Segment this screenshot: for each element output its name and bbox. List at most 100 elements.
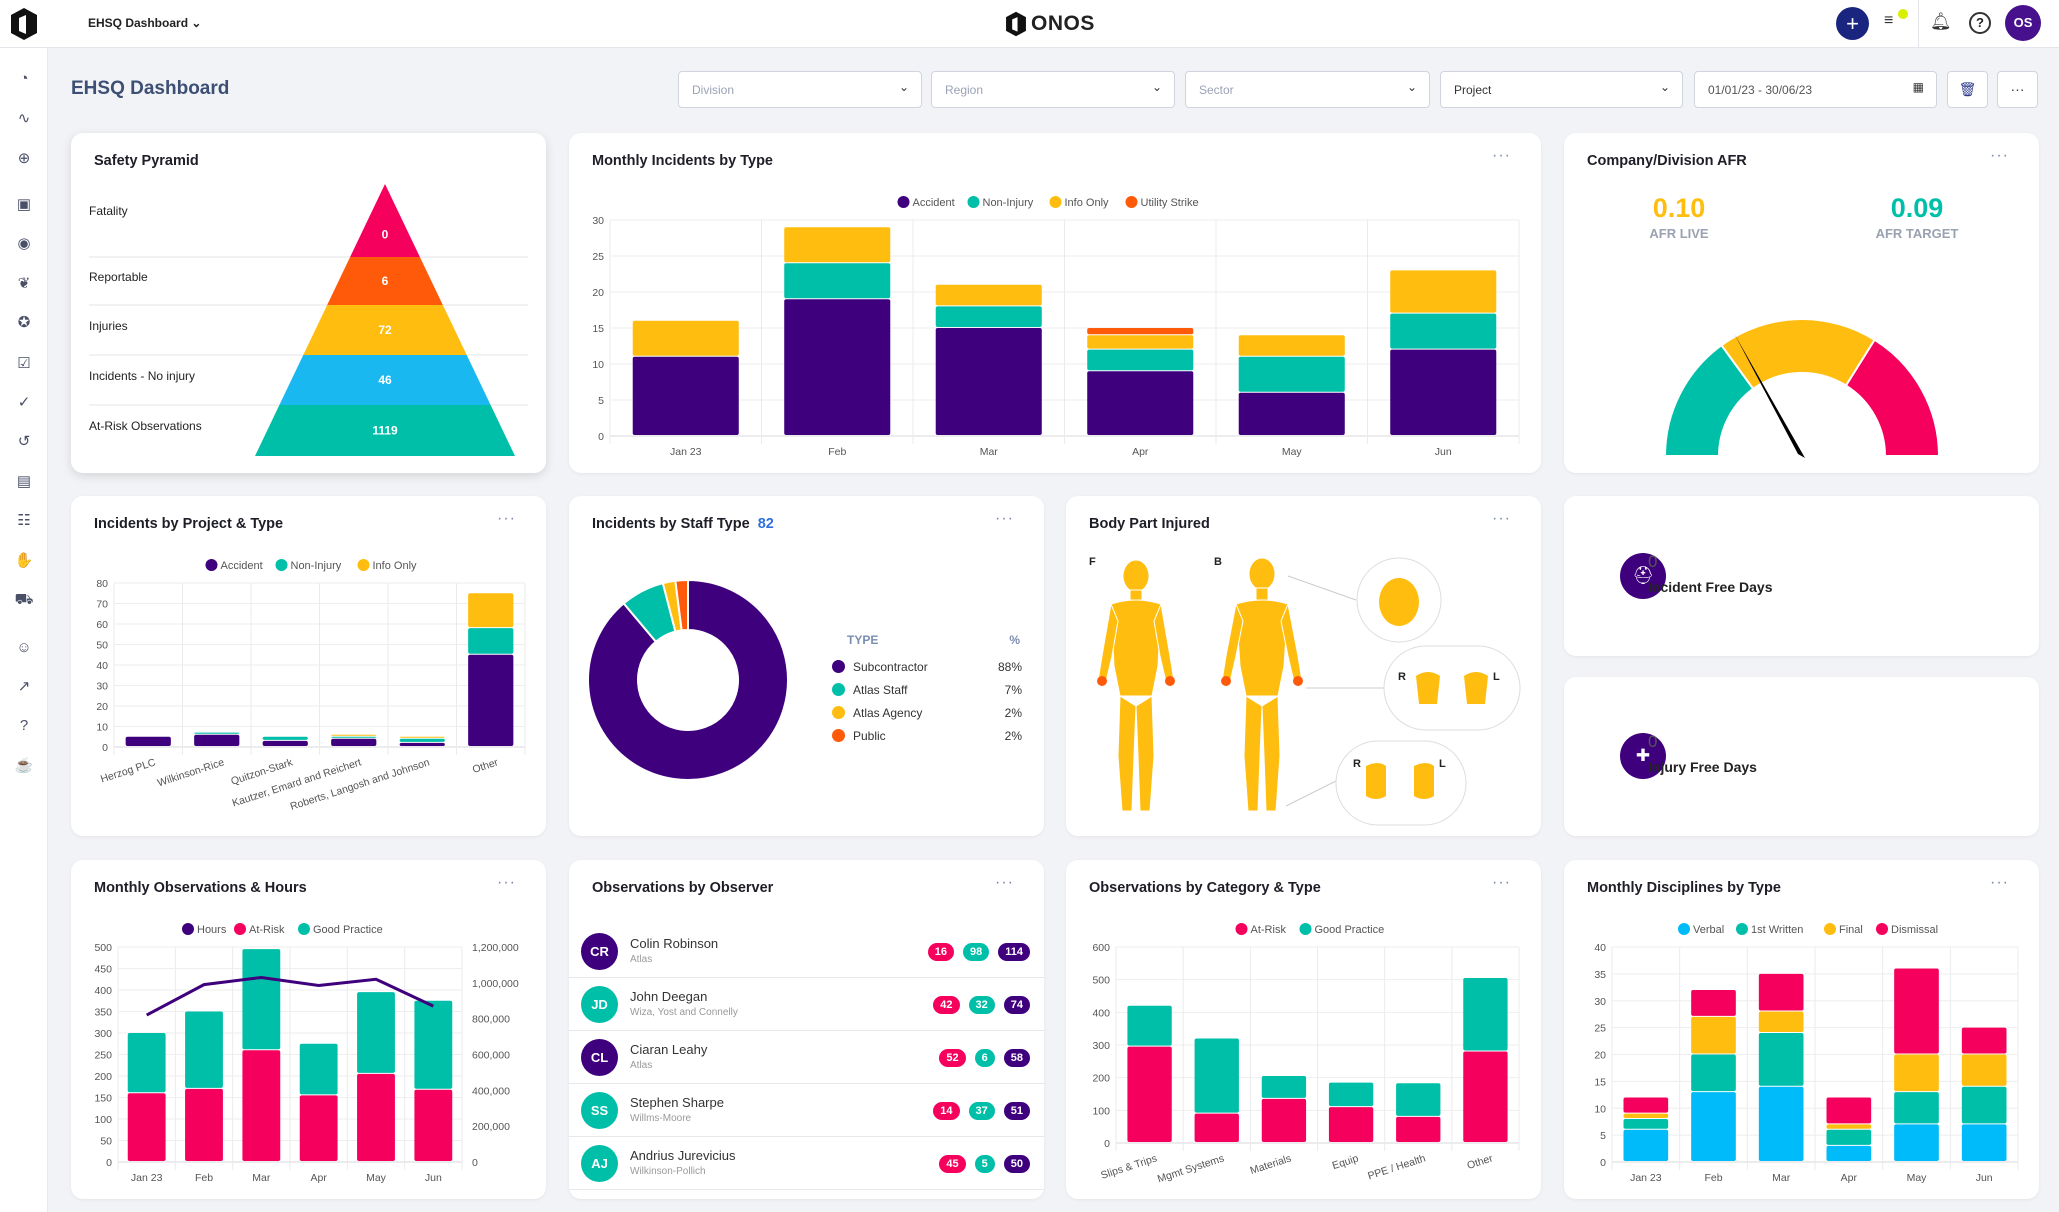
bar-segment-accident[interactable] [399, 742, 445, 746]
bar-segment-good-practice[interactable] [185, 1011, 223, 1088]
bar-segment-final[interactable] [1691, 1016, 1736, 1054]
front-body-figure[interactable] [1097, 559, 1175, 812]
bar-segment-1st-written[interactable] [1961, 1086, 2007, 1124]
bar-segment-at-risk[interactable] [1328, 1107, 1374, 1142]
plus-circle-icon[interactable]: ⊕ [17, 150, 31, 167]
handshake-icon[interactable]: ✋ [14, 552, 34, 569]
award-icon[interactable]: ✪ [17, 314, 31, 331]
donut-slice[interactable] [587, 578, 789, 781]
legend-label[interactable]: Info Only [373, 560, 418, 572]
bar-segment-1st-written[interactable] [1826, 1129, 1872, 1145]
legend-label[interactable]: Info Only [1065, 197, 1110, 209]
bar-segment-at-risk[interactable] [299, 1095, 338, 1161]
briefcase-icon[interactable]: ▣ [16, 196, 32, 213]
bar-segment-1st-written[interactable] [1691, 1054, 1736, 1092]
org-chart-icon[interactable]: ☷ [17, 512, 31, 529]
bar-segment-at-risk[interactable] [185, 1088, 223, 1161]
more-menu-icon[interactable]: ··· [497, 510, 516, 527]
legend-label[interactable]: At-Risk [249, 924, 285, 936]
bar-segment-non-injury[interactable] [331, 736, 377, 738]
project-select[interactable]: Project ⌄ [1440, 71, 1683, 108]
observer-row[interactable]: SS Stephen Sharpe Willms-Moore 14 37 51 [569, 1084, 1044, 1137]
more-options-button[interactable]: ··· [1997, 71, 2038, 108]
bar-segment-accident[interactable] [468, 654, 514, 746]
activity-icon[interactable]: ∿ [17, 110, 31, 127]
plus-icon[interactable]: + [1836, 7, 1869, 40]
user-avatar[interactable]: OS [2005, 5, 2041, 41]
bar-segment-final[interactable] [1894, 1054, 1939, 1092]
help-icon[interactable]: ? [1969, 12, 1991, 34]
bar-segment-final[interactable] [1826, 1124, 1872, 1129]
delete-button[interactable]: 🗑︎ [1947, 71, 1988, 108]
observer-row[interactable]: AJ Andrius Jurevicius Wilkinson-Pollich … [569, 1137, 1044, 1190]
bar-segment-info-only[interactable] [1087, 335, 1194, 349]
bar-segment-non-injury[interactable] [784, 263, 891, 299]
bar-segment-at-risk[interactable] [1261, 1098, 1307, 1142]
bar-segment-info-only[interactable] [468, 593, 514, 628]
bar-segment-at-risk[interactable] [414, 1089, 453, 1161]
bar-segment-good-practice[interactable] [1261, 1076, 1307, 1098]
bar-segment-accident[interactable] [125, 736, 171, 746]
bar-segment-verbal[interactable] [1623, 1129, 1669, 1161]
more-menu-icon[interactable]: ··· [1492, 147, 1511, 164]
bar-segment-non-injury[interactable] [935, 306, 1042, 327]
bar-segment-info-only[interactable] [331, 734, 377, 736]
bar-segment-verbal[interactable] [1758, 1086, 1804, 1161]
bar-segment-accident[interactable] [194, 734, 240, 746]
legend-label[interactable]: Utility Strike [1141, 197, 1199, 209]
eye-icon[interactable]: ◉ [17, 235, 31, 252]
more-menu-icon[interactable]: ··· [497, 874, 516, 891]
bar-segment-accident[interactable] [784, 299, 891, 435]
legend-label[interactable]: Verbal [1693, 924, 1724, 936]
bar-segment-good-practice[interactable] [357, 992, 395, 1073]
bar-segment-info-only[interactable] [784, 227, 891, 263]
bar-segment-info-only[interactable] [632, 320, 739, 356]
bar-segment-at-risk[interactable] [357, 1073, 395, 1161]
bar-segment-good-practice[interactable] [414, 1000, 453, 1089]
bar-segment-accident[interactable] [632, 356, 739, 435]
more-menu-icon[interactable]: ··· [1990, 874, 2009, 891]
bar-segment-good-practice[interactable] [1396, 1083, 1441, 1116]
bar-segment-good-practice[interactable] [127, 1033, 166, 1093]
observer-row[interactable]: JD John Deegan Wiza, Yost and Connelly 4… [569, 978, 1044, 1031]
date-range-input[interactable]: 01/01/23 - 30/06/23 ▦ [1694, 71, 1937, 108]
bar-segment-non-injury[interactable] [1087, 349, 1194, 371]
bar-segment-accident[interactable] [1390, 349, 1497, 435]
bar-segment-at-risk[interactable] [1396, 1116, 1441, 1142]
legend-label[interactable]: 1st Written [1751, 924, 1803, 936]
bar-segment-non-injury[interactable] [1238, 356, 1345, 392]
more-menu-icon[interactable]: ··· [1990, 147, 2009, 164]
bar-segment-at-risk[interactable] [1127, 1046, 1172, 1142]
back-body-figure[interactable] [1221, 557, 1303, 812]
bar-segment-accident[interactable] [1238, 392, 1345, 435]
bar-segment-good-practice[interactable] [1127, 1005, 1172, 1046]
feet-detail-pill[interactable] [1335, 740, 1467, 826]
legend-label[interactable]: Final [1839, 924, 1863, 936]
bar-segment-verbal[interactable] [1691, 1092, 1736, 1161]
bar-segment-non-injury[interactable] [468, 628, 514, 654]
bar-segment-dismissal[interactable] [1826, 1097, 1872, 1124]
dashboard-icon[interactable]: ◔ [19, 70, 29, 87]
bar-segment-1st-written[interactable] [1623, 1119, 1669, 1129]
legend-label[interactable]: Dismissal [1891, 924, 1938, 936]
bar-segment-non-injury[interactable] [1390, 313, 1497, 349]
legend-label[interactable]: At-Risk [1251, 924, 1287, 936]
bar-segment-good-practice[interactable] [1328, 1082, 1374, 1107]
leaf-icon[interactable]: ❦ [17, 275, 31, 292]
history-icon[interactable]: ↺ [17, 433, 31, 450]
more-menu-icon[interactable]: ··· [1492, 510, 1511, 527]
bar-segment-non-injury[interactable] [399, 738, 445, 742]
hours-line[interactable] [145, 975, 434, 1017]
bar-segment-at-risk[interactable] [127, 1093, 166, 1161]
pyramid-level[interactable] [279, 355, 491, 405]
sector-select[interactable]: Sector ⌄ [1185, 71, 1430, 108]
pyramid-level[interactable] [327, 257, 443, 305]
bar-segment-1st-written[interactable] [1894, 1092, 1939, 1124]
region-select[interactable]: Region ⌄ [931, 71, 1175, 108]
bar-segment-good-practice[interactable] [299, 1043, 338, 1095]
bar-segment-accident[interactable] [262, 740, 308, 746]
pyramid-level[interactable] [350, 184, 420, 257]
bar-segment-info-only[interactable] [1390, 270, 1497, 313]
bar-segment-dismissal[interactable] [1961, 1027, 2007, 1054]
division-select[interactable]: Division ⌄ [678, 71, 922, 108]
